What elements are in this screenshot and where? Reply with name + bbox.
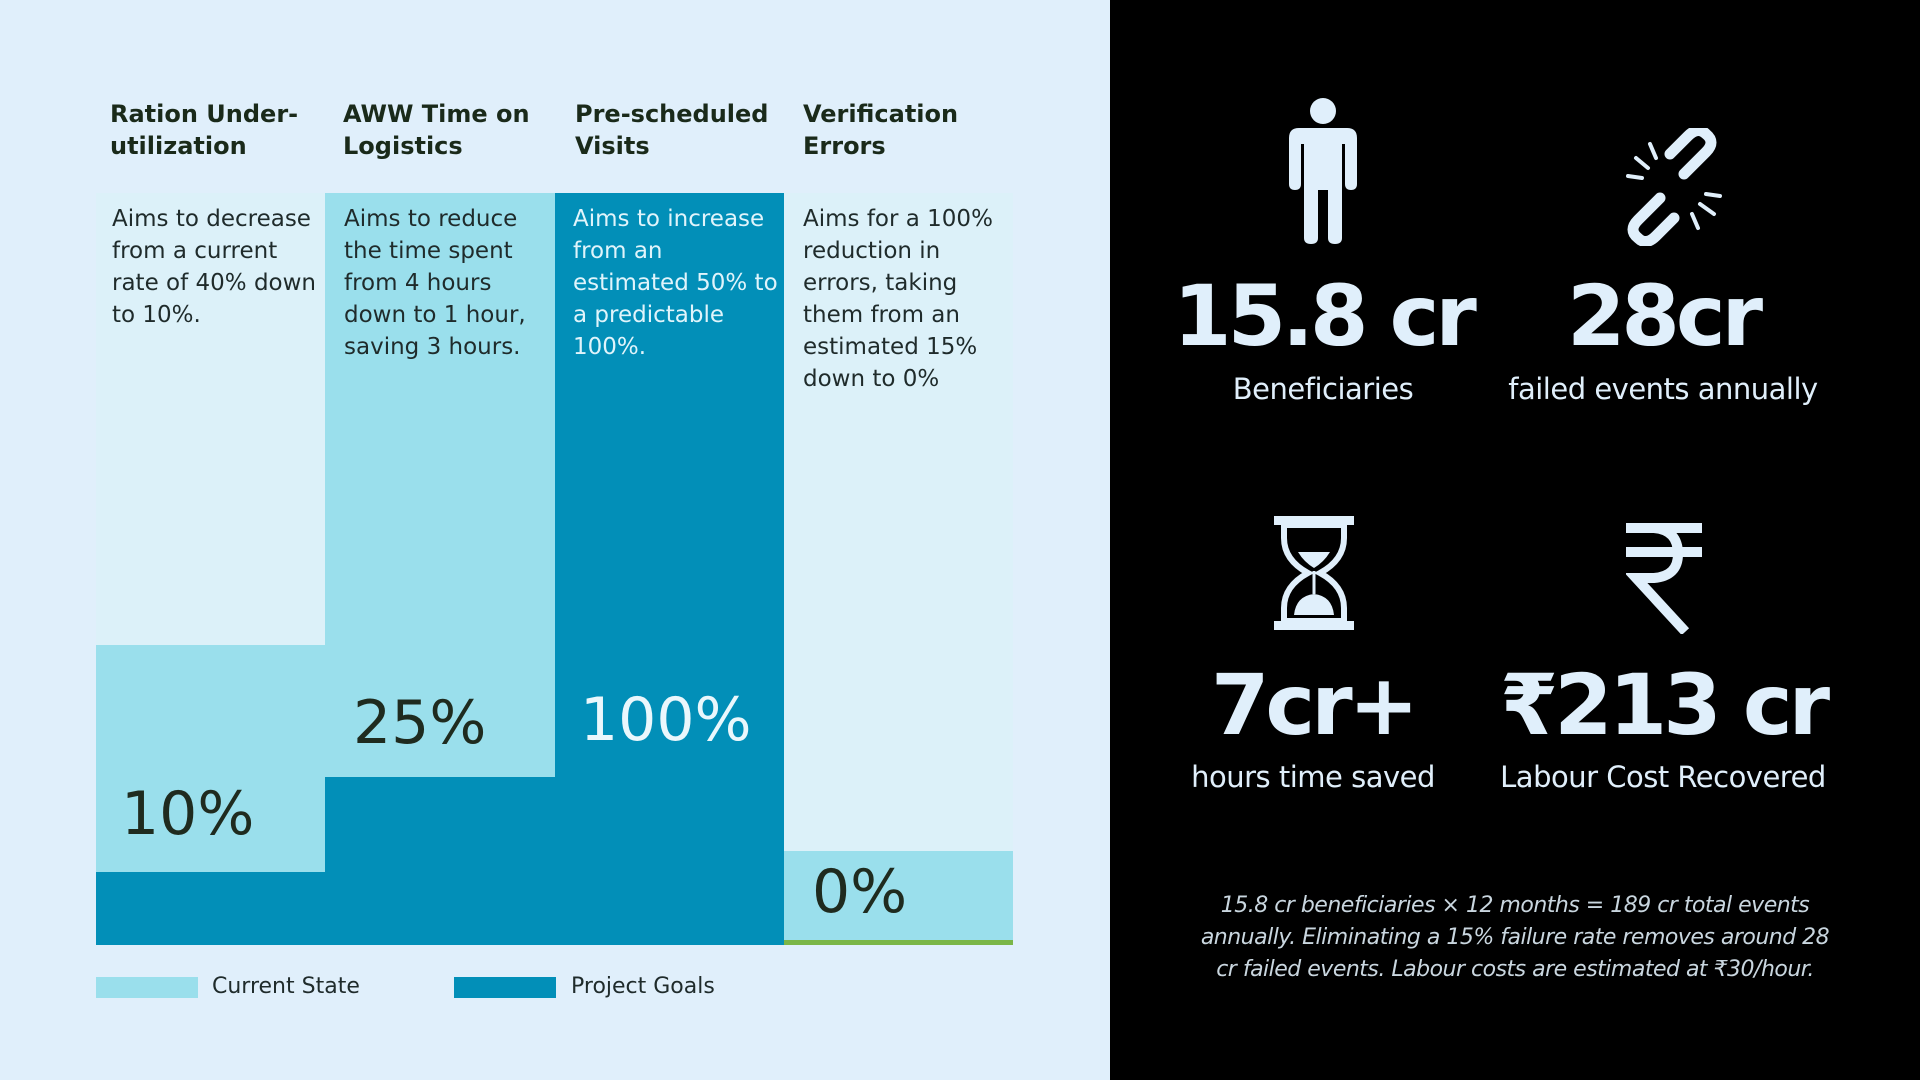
project-goal-bar-aww-time bbox=[325, 777, 555, 945]
person-icon bbox=[1285, 98, 1361, 249]
stat-value-beneficiaries: 15.8 cr bbox=[1173, 267, 1477, 365]
column-description-errors: Aims for a 100% reduction in errors, tak… bbox=[803, 206, 993, 392]
current-state-bar-errors bbox=[784, 851, 1013, 940]
stat-value-hours-saved: 7cr+ bbox=[1210, 656, 1419, 754]
project-goal-bar-ration bbox=[96, 872, 325, 945]
goal-percentage-aww-time: 25% bbox=[353, 688, 487, 758]
legend-swatch-project-goals bbox=[454, 977, 556, 998]
goal-baseline-errors bbox=[784, 940, 1013, 945]
comparison-chart-panel: Ration Under- utilization AWW Time on Lo… bbox=[96, 100, 1013, 999]
calculation-footnote: 15.8 cr beneficiaries × 12 months = 189 … bbox=[1200, 893, 1830, 982]
column-bg-errors bbox=[784, 193, 1013, 851]
legend-label-project-goals: Project Goals bbox=[571, 974, 715, 999]
column-header-aww-time: AWW Time on Logistics bbox=[343, 100, 530, 160]
column-description-aww-time: Aims to reduce the time spent from 4 hou… bbox=[344, 206, 526, 360]
legend-swatch-current-state bbox=[96, 977, 198, 998]
goal-percentage-errors: 0% bbox=[812, 857, 908, 927]
column-description-visits: Aims to increase from an estimated 50% t… bbox=[573, 206, 778, 360]
legend-label-current-state: Current State bbox=[212, 974, 360, 999]
column-description-ration: Aims to decrease from a current rate of … bbox=[112, 206, 317, 328]
goal-percentage-visits: 100% bbox=[580, 685, 752, 755]
current-state-bar-ration bbox=[96, 645, 325, 872]
rupee-icon bbox=[1624, 522, 1703, 639]
goal-percentage-ration: 10% bbox=[121, 779, 255, 849]
column-header-ration: Ration Under- utilization bbox=[110, 100, 299, 160]
stats-panel bbox=[1110, 0, 1920, 1080]
hourglass-icon bbox=[1274, 516, 1354, 635]
column-header-visits: Pre-scheduled Visits bbox=[575, 100, 769, 160]
column-bg-ration bbox=[96, 193, 325, 645]
broken-link-icon bbox=[1620, 125, 1730, 251]
current-state-bar-aww-time bbox=[325, 193, 555, 777]
stat-value-failed-events: 28cr bbox=[1566, 267, 1763, 365]
stat-value-labour-cost: ₹213 cr bbox=[1499, 656, 1830, 754]
stat-label-labour-cost: Labour Cost Recovered bbox=[1500, 760, 1826, 794]
stat-label-failed-events: failed events annually bbox=[1508, 372, 1818, 406]
stat-label-beneficiaries: Beneficiaries bbox=[1232, 372, 1414, 406]
stat-label-hours-saved: hours time saved bbox=[1191, 760, 1435, 794]
column-header-errors: Verification Errors bbox=[803, 100, 959, 160]
project-goal-bar-visits bbox=[555, 193, 784, 945]
